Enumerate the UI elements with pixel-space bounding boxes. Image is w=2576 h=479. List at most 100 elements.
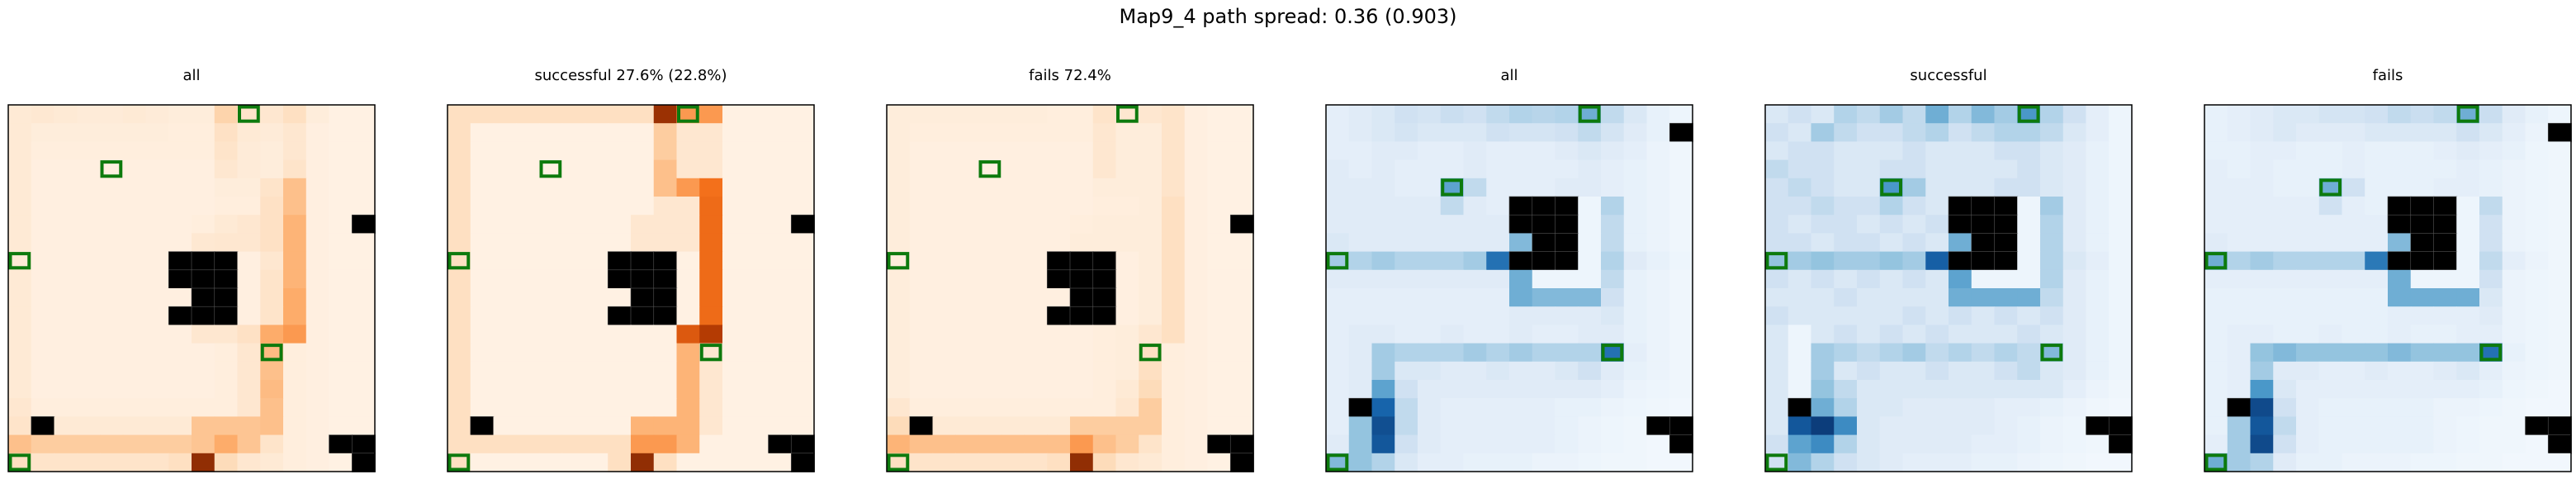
heatmap-cell — [745, 288, 769, 307]
heatmap-cell — [2086, 453, 2110, 472]
heatmap-cell — [653, 197, 678, 216]
heatmap-cell — [1115, 325, 1139, 344]
heatmap-cell — [2433, 416, 2457, 436]
heatmap-cell — [699, 398, 723, 417]
heatmap-cell — [932, 380, 956, 399]
heatmap-cell — [470, 288, 495, 307]
heatmap-cell — [1578, 178, 1602, 197]
heatmap-cell — [1834, 159, 1858, 179]
heatmap-cell — [1024, 269, 1048, 289]
heatmap-cell — [1184, 288, 1209, 307]
heatmap-cell — [1788, 416, 1812, 436]
heatmap-cell — [1532, 343, 1556, 363]
heatmap-cell — [493, 233, 517, 253]
heatmap-cell — [54, 178, 78, 197]
heatmap-cell — [305, 215, 330, 234]
goal-marker — [2040, 344, 2063, 362]
heatmap-cell — [631, 215, 655, 234]
heatmap-cell — [1418, 288, 1442, 307]
heatmap-cell — [122, 434, 147, 454]
heatmap-cell — [192, 215, 215, 234]
heatmap-cell — [1765, 416, 1789, 436]
heatmap-cell — [1788, 453, 1812, 472]
heatmap-cell — [2040, 251, 2064, 271]
heatmap-cell — [1024, 380, 1048, 399]
heatmap-cell — [214, 434, 239, 454]
heatmap-cell — [722, 269, 746, 289]
heatmap-cell — [1463, 325, 1487, 344]
heatmap-cell — [1811, 178, 1835, 197]
heatmap-cell — [1070, 105, 1094, 124]
heatmap-cell — [561, 288, 586, 307]
heatmap-cell — [585, 434, 608, 454]
heatmap-cell — [2017, 141, 2041, 161]
heatmap-cell — [585, 269, 608, 289]
heatmap-cell — [2062, 159, 2087, 179]
heatmap-cell — [909, 215, 934, 234]
heatmap-cell — [2456, 123, 2480, 142]
heatmap-cell — [1788, 215, 1812, 234]
heatmap-cell — [1326, 361, 1350, 381]
heatmap-cell — [1811, 361, 1835, 381]
heatmap-cell — [1532, 178, 1556, 197]
heatmap-cell — [516, 178, 540, 197]
heatmap-cell — [493, 325, 517, 344]
heatmap-cell — [145, 105, 169, 124]
heatmap-cell — [1788, 233, 1812, 253]
heatmap-cell — [168, 197, 192, 216]
goal-marker — [1139, 344, 1162, 362]
heatmap-cell — [2502, 215, 2526, 234]
heatmap-cell — [2227, 215, 2252, 234]
heatmap-cell — [1047, 434, 1071, 454]
heatmap-cell — [493, 416, 517, 436]
heatmap-cell — [2342, 288, 2365, 307]
heatmap-cell — [1047, 343, 1071, 363]
heatmap-cell — [2433, 269, 2457, 289]
wall-cell — [1532, 196, 1556, 216]
heatmap-cell — [631, 159, 655, 179]
heatmap-cell — [955, 233, 979, 253]
heatmap-cell — [608, 343, 632, 363]
heatmap-cell — [1486, 105, 1510, 124]
heatmap-cell — [1348, 215, 1373, 234]
heatmap-cell — [237, 105, 261, 124]
heatmap-cell — [561, 325, 586, 344]
heatmap-cell — [8, 233, 32, 253]
heatmap-cell — [978, 288, 1002, 307]
heatmap-cell — [1949, 416, 1972, 436]
heatmap-cell — [1092, 434, 1117, 454]
heatmap-cell — [653, 141, 678, 161]
heatmap-cell — [1326, 105, 1350, 124]
heatmap-cell — [329, 233, 353, 253]
heatmap-cell — [100, 434, 124, 454]
heatmap-cell — [887, 141, 911, 161]
heatmap-cell — [1418, 361, 1442, 381]
heatmap-cell — [745, 233, 769, 253]
heatmap-cell — [955, 361, 979, 381]
heatmap-cell — [352, 197, 376, 216]
heatmap-cell — [1811, 343, 1835, 363]
heatmap-cell — [31, 380, 55, 399]
heatmap-panel-1 — [7, 104, 376, 472]
heatmap-cell — [352, 141, 376, 161]
heatmap-cell — [1230, 251, 1254, 271]
heatmap-cell — [2548, 233, 2572, 253]
heatmap-cell — [1440, 325, 1465, 344]
goal-marker — [1326, 252, 1349, 270]
heatmap-cell — [1994, 178, 2018, 197]
wall-cell — [630, 251, 655, 271]
heatmap-cell — [1395, 123, 1418, 142]
heatmap-cell — [1440, 343, 1465, 363]
heatmap-cell — [8, 269, 32, 289]
heatmap-cell — [585, 105, 608, 124]
heatmap-cell — [1371, 178, 1395, 197]
heatmap-cell — [1371, 251, 1395, 271]
heatmap-cell — [1070, 361, 1094, 381]
heatmap-cell — [283, 325, 307, 344]
heatmap-cell — [1949, 123, 1972, 142]
heatmap-cell — [1811, 269, 1835, 289]
heatmap-cell — [1162, 123, 1186, 142]
heatmap-cell — [887, 416, 911, 436]
heatmap-cell — [100, 380, 124, 399]
heatmap-cell — [1532, 159, 1556, 179]
